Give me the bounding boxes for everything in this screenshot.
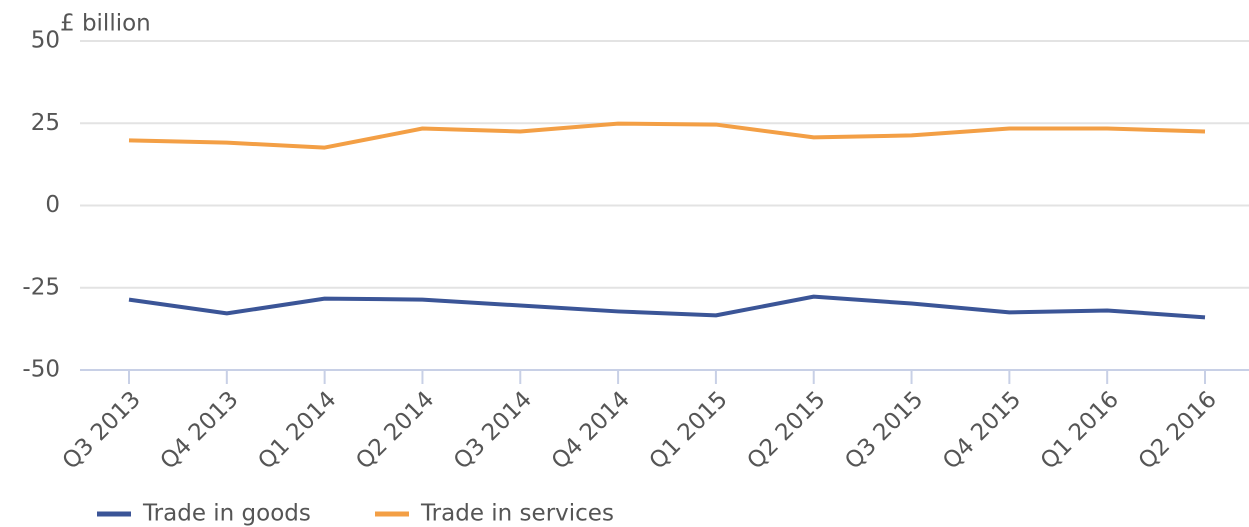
x-tick-label: Q3 2013 <box>58 386 146 474</box>
y-tick-label: 0 <box>45 192 60 218</box>
x-tick-label: Q1 2014 <box>253 386 341 474</box>
y-tick-label: -50 <box>22 357 60 383</box>
x-tick-label: Q2 2015 <box>742 386 830 474</box>
legend-label: Trade in goods <box>142 501 311 527</box>
legend-label: Trade in services <box>420 501 614 527</box>
y-tick-label: -25 <box>22 274 60 300</box>
y-tick-label: 25 <box>31 110 60 136</box>
x-tick-label: Q1 2015 <box>645 386 733 474</box>
x-tick-label: Q3 2014 <box>449 386 537 474</box>
x-tick-label: Q2 2016 <box>1134 386 1222 474</box>
y-tick-label: 50 <box>31 28 60 54</box>
line-series <box>128 121 1206 150</box>
x-tick-label: Q4 2013 <box>156 386 244 474</box>
x-tick-label: Q1 2016 <box>1036 386 1124 474</box>
x-tick-label: Q4 2015 <box>938 386 1026 474</box>
y-axis-label: £ billion <box>60 11 151 37</box>
x-tick-label: Q2 2014 <box>351 386 439 474</box>
x-tick-label: Q4 2014 <box>547 386 635 474</box>
x-tick-label: Q3 2015 <box>840 386 928 474</box>
line-series <box>128 294 1206 320</box>
